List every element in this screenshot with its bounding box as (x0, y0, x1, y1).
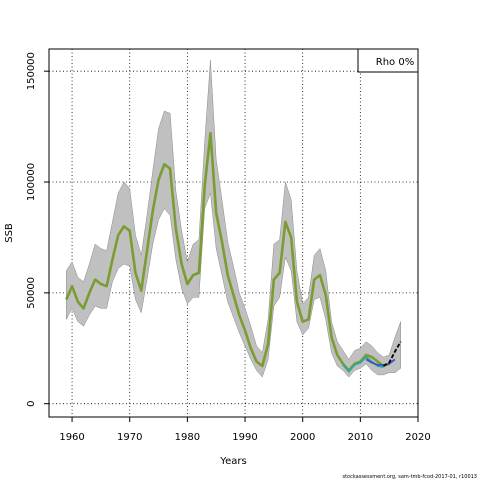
y-tick-label: 100000 (26, 163, 37, 201)
series-layer (65, 131, 402, 373)
legend-label: Rho 0% (376, 57, 414, 68)
y-tick-label: 150000 (26, 52, 37, 90)
x-tick-label: 2020 (405, 432, 430, 443)
y-tick-label: 50000 (26, 277, 37, 309)
series-line-4 (382, 341, 402, 367)
x-tick-label: 1960 (59, 432, 84, 443)
series-line-1 (65, 131, 390, 372)
x-tick-label: 1970 (117, 432, 142, 443)
footer-credit: stockassessment.org, sam-tmb-fcod-2017-0… (342, 474, 477, 480)
x-tick-label: 2000 (290, 432, 315, 443)
y-axis-title: SSB (4, 223, 15, 243)
x-tick-label: 2010 (348, 432, 373, 443)
x-axis-title: Years (219, 456, 246, 467)
series-line-3 (365, 358, 396, 366)
plot-frame (48, 48, 419, 418)
x-tick-label: 1980 (175, 432, 200, 443)
confidence-band (66, 60, 401, 378)
x-tick-label: 1990 (232, 432, 257, 443)
confidence-band-layer (66, 60, 401, 378)
y-axis: 0 50000 100000 150000 (26, 52, 49, 407)
legend: Rho 0% (357, 48, 419, 73)
x-axis: 1960 1970 1980 1990 2000 2010 2020 (59, 417, 431, 443)
legend-box (357, 48, 419, 73)
y-tick-label: 0 (26, 401, 37, 407)
